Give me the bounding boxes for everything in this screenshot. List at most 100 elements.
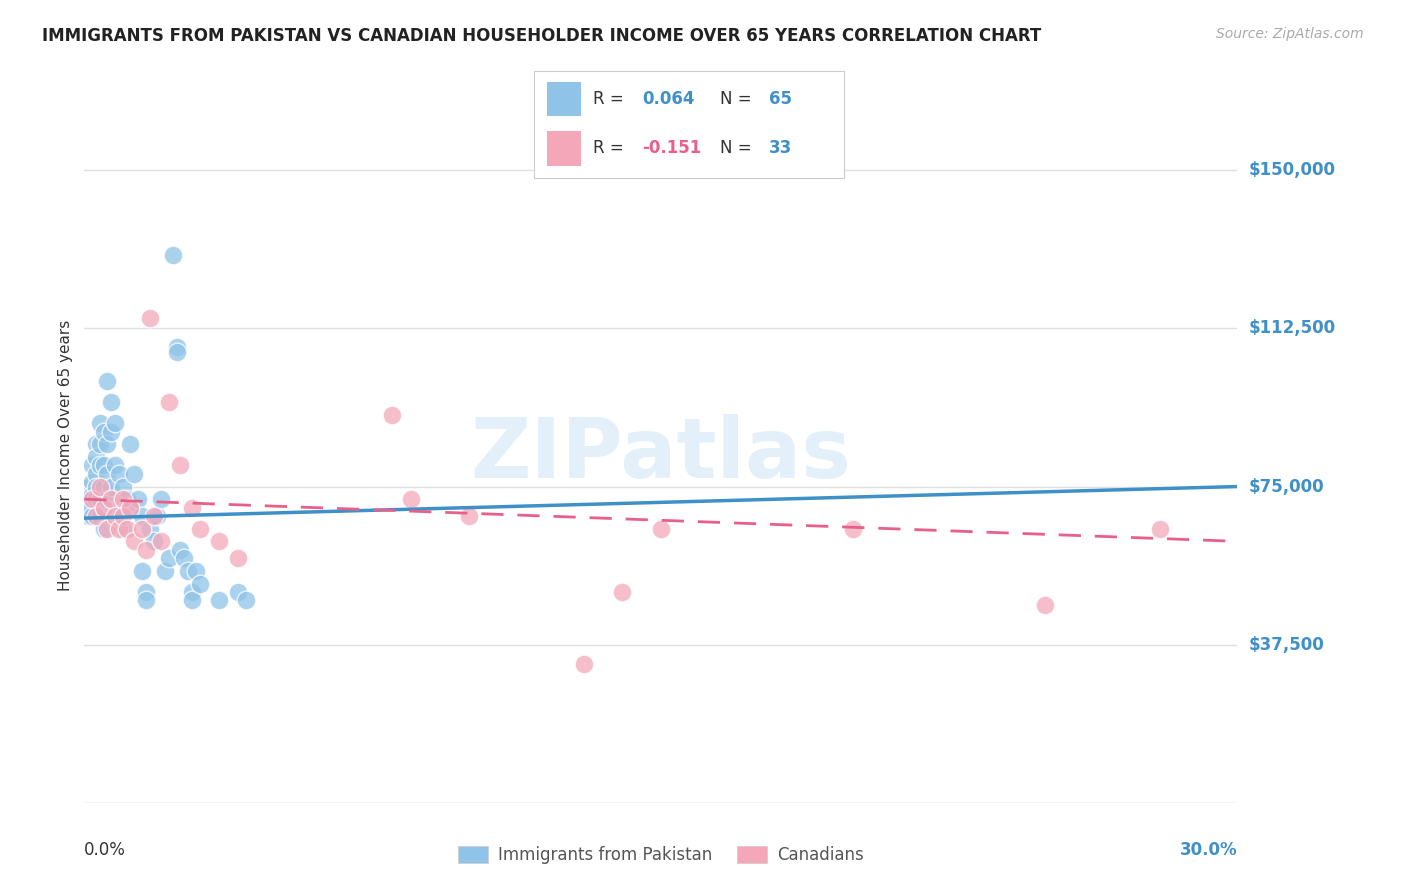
Y-axis label: Householder Income Over 65 years: Householder Income Over 65 years — [58, 319, 73, 591]
Point — [142, 509, 165, 524]
Text: $75,000: $75,000 — [1249, 477, 1324, 496]
Point — [96, 374, 118, 388]
Point — [188, 576, 211, 591]
Point — [131, 522, 153, 536]
Point — [138, 310, 160, 325]
Point — [120, 500, 142, 515]
Point — [80, 500, 103, 515]
Point — [457, 509, 479, 524]
Legend: Immigrants from Pakistan, Canadians: Immigrants from Pakistan, Canadians — [451, 839, 870, 871]
Point — [135, 593, 157, 607]
Point — [1149, 522, 1171, 536]
Point — [235, 593, 257, 607]
Text: 0.064: 0.064 — [643, 90, 695, 108]
Point — [93, 425, 115, 439]
Point — [80, 488, 103, 502]
FancyBboxPatch shape — [547, 82, 581, 116]
Point — [93, 458, 115, 473]
Point — [111, 522, 134, 536]
Point — [150, 492, 173, 507]
Text: $37,500: $37,500 — [1249, 636, 1324, 654]
Point — [93, 479, 115, 493]
Point — [89, 479, 111, 493]
Point — [120, 500, 142, 515]
Point — [111, 509, 134, 524]
Point — [100, 395, 122, 409]
Point — [226, 585, 249, 599]
Point — [80, 475, 103, 490]
Point — [80, 458, 103, 473]
Point — [93, 522, 115, 536]
Point — [166, 344, 188, 359]
Point — [80, 509, 103, 524]
Point — [93, 500, 115, 515]
Point — [115, 522, 138, 536]
Point — [1033, 598, 1056, 612]
Point — [96, 522, 118, 536]
FancyBboxPatch shape — [547, 131, 581, 166]
Point — [89, 492, 111, 507]
Text: R =: R = — [593, 139, 628, 157]
Point — [188, 522, 211, 536]
Point — [138, 522, 160, 536]
Point — [111, 492, 134, 507]
Point — [111, 479, 134, 493]
Point — [100, 479, 122, 493]
Point — [77, 479, 100, 493]
Text: $150,000: $150,000 — [1249, 161, 1336, 179]
Point — [100, 425, 122, 439]
Point — [115, 492, 138, 507]
Point — [108, 500, 131, 515]
Point — [120, 437, 142, 451]
Text: Source: ZipAtlas.com: Source: ZipAtlas.com — [1216, 27, 1364, 41]
Point — [181, 500, 204, 515]
Point — [93, 500, 115, 515]
Point — [135, 585, 157, 599]
Point — [842, 522, 865, 536]
Point — [100, 509, 122, 524]
Text: 0.0%: 0.0% — [84, 841, 127, 859]
Point — [181, 593, 204, 607]
Point — [381, 408, 404, 422]
Text: N =: N = — [720, 139, 756, 157]
Text: 65: 65 — [769, 90, 793, 108]
Point — [84, 437, 107, 451]
Text: N =: N = — [720, 90, 756, 108]
Point — [84, 450, 107, 464]
Point — [89, 509, 111, 524]
Point — [96, 437, 118, 451]
Point — [226, 551, 249, 566]
Text: -0.151: -0.151 — [643, 139, 702, 157]
Point — [84, 509, 107, 524]
Point — [181, 585, 204, 599]
Point — [157, 551, 180, 566]
Point — [80, 492, 103, 507]
Text: ZIPatlas: ZIPatlas — [471, 415, 851, 495]
Point — [135, 542, 157, 557]
Point — [572, 657, 595, 671]
Point — [84, 479, 107, 493]
Point — [166, 340, 188, 354]
Point — [104, 458, 127, 473]
Point — [146, 509, 169, 524]
Point — [153, 564, 176, 578]
Point — [169, 542, 191, 557]
Point — [208, 593, 231, 607]
Point — [612, 585, 634, 599]
Point — [127, 492, 149, 507]
Point — [131, 564, 153, 578]
Point — [124, 534, 146, 549]
Point — [208, 534, 231, 549]
Point — [131, 509, 153, 524]
Point — [100, 492, 122, 507]
Point — [108, 522, 131, 536]
Point — [89, 458, 111, 473]
Point — [399, 492, 422, 507]
Point — [650, 522, 672, 536]
Point — [177, 564, 200, 578]
Point — [89, 437, 111, 451]
Point — [77, 509, 100, 524]
Text: IMMIGRANTS FROM PAKISTAN VS CANADIAN HOUSEHOLDER INCOME OVER 65 YEARS CORRELATIO: IMMIGRANTS FROM PAKISTAN VS CANADIAN HOU… — [42, 27, 1042, 45]
Point — [104, 417, 127, 431]
Point — [89, 417, 111, 431]
